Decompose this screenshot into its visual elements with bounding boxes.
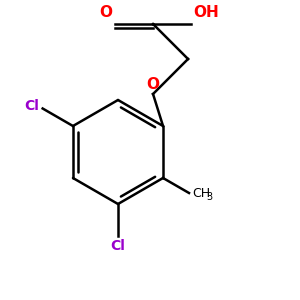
Text: Cl: Cl [24,100,39,113]
Text: O: O [146,77,160,92]
Text: OH: OH [193,5,219,20]
Text: 3: 3 [206,192,212,202]
Text: Cl: Cl [111,239,125,253]
Text: O: O [99,5,112,20]
Text: CH: CH [192,187,210,200]
